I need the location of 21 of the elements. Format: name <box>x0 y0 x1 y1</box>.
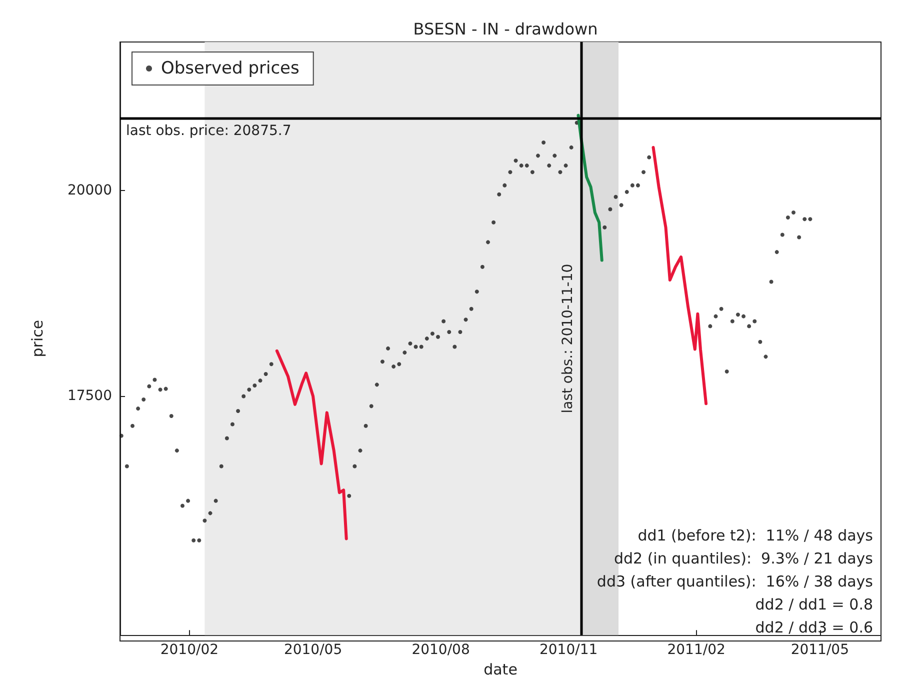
annotation: dd2 / dd3 = 0.6 <box>755 618 874 636</box>
annotation: dd2 / dd1 = 0.8 <box>755 596 874 614</box>
x-tick-label: 2011/05 <box>790 642 849 658</box>
x-tick-label: 2010/02 <box>160 642 219 658</box>
legend-label: Observed prices <box>161 58 300 78</box>
annotation: dd2 (in quantiles): 9.3% / 21 days <box>614 550 874 568</box>
x-axis-title: date <box>484 660 518 678</box>
x-tick-label: 2011/02 <box>667 642 726 658</box>
x-tick-label: 2010/11 <box>539 642 598 658</box>
y-tick-label: 20000 <box>67 182 112 198</box>
annotation: dd1 (before t2): 11% / 48 days <box>638 526 874 544</box>
ref-line-label: last obs.: 2010-11-10 <box>560 264 576 414</box>
y-tick-label: 17500 <box>67 388 112 404</box>
chart-title: BSESN - IN - drawdown <box>413 20 598 38</box>
y-axis-title: price <box>28 320 46 358</box>
x-tick-label: 2010/08 <box>412 642 470 658</box>
ref-line-label: last obs. price: 20875.7 <box>126 123 292 140</box>
x-tick-label: 2010/05 <box>284 642 342 658</box>
line-series <box>652 146 708 406</box>
annotation: dd3 (after quantiles): 16% / 38 days <box>596 572 874 590</box>
line-series <box>275 349 348 540</box>
